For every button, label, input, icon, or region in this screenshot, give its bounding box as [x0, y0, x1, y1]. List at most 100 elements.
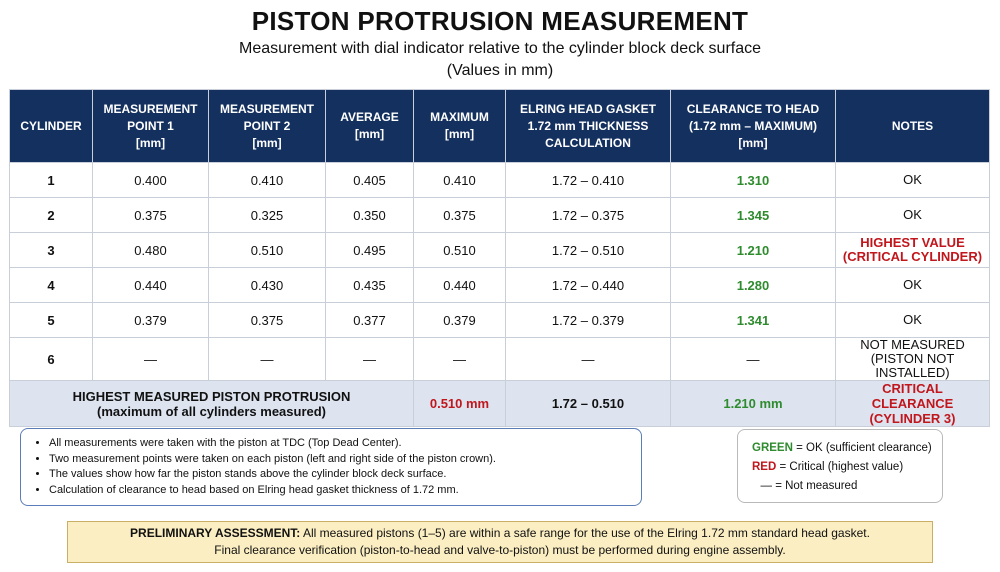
notes-cell: OK	[835, 267, 990, 303]
maximum-cell: 0.440	[413, 267, 506, 303]
clearance-cell: 1.280	[670, 267, 836, 303]
clearance-cell: —	[670, 337, 836, 381]
assessment-text1: All measured pistons (1–5) are within a …	[300, 526, 870, 540]
calculation-cell: 1.72 – 0.510	[505, 232, 671, 268]
legend-dash-text: = Not measured	[772, 480, 858, 492]
column-header-line: MEASUREMENT	[103, 101, 198, 116]
summary-label-line1: HIGHEST MEASURED PISTON PROTRUSION	[72, 388, 351, 404]
legend-red: RED = Critical (highest value)	[752, 458, 942, 477]
point1-cell: 0.480	[92, 232, 209, 268]
point2-cell: 0.325	[208, 197, 326, 233]
assessment-line2: Final clearance verification (piston-to-…	[214, 543, 786, 557]
column-header-line: MAXIMUM	[430, 110, 489, 124]
summary-note: CRITICAL CLEARANCE (CYLINDER 3)	[835, 380, 990, 427]
calculation-cell: —	[505, 337, 671, 381]
column-header-line: AVERAGE	[340, 110, 399, 124]
table-row: 2 0.375 0.325 0.350 0.375 1.72 – 0.375 1.345 OK	[9, 197, 990, 233]
notes-cell: OK	[835, 197, 990, 233]
note-line: OK	[903, 312, 922, 327]
point1-cell: —	[92, 337, 209, 381]
assessment-label: PRELIMINARY ASSESSMENT:	[130, 526, 301, 540]
cylinder-cell: 4	[9, 267, 93, 303]
clearance-cell: 1.310	[670, 162, 836, 198]
average-cell: 0.350	[325, 197, 414, 233]
notes-list: All measurements were taken with the pis…	[35, 436, 631, 498]
average-cell: —	[325, 337, 414, 381]
column-header-line: [mm]	[252, 135, 282, 150]
column-header-line: ELRING HEAD GASKET	[519, 101, 656, 116]
summary-clearance: 1.210 mm	[670, 380, 836, 427]
calculation-cell: 1.72 – 0.375	[505, 197, 671, 233]
legend-dash-key: —	[760, 480, 773, 492]
note-line: NOT MEASURED	[860, 337, 965, 352]
notes-cell: HIGHEST VALUE (CRITICAL CYLINDER)	[835, 232, 990, 268]
cylinder-cell: 2	[9, 197, 93, 233]
average-cell: 0.435	[325, 267, 414, 303]
point2-cell: —	[208, 337, 326, 381]
note-item: Two measurement points were taken on eac…	[49, 452, 631, 468]
summary-note-line1: CRITICAL CLEARANCE	[871, 381, 954, 411]
page-title: PISTON PROTRUSION MEASUREMENT	[251, 6, 749, 36]
clearance-cell: 1.341	[670, 302, 836, 338]
note-item: Calculation of clearance to head based o…	[49, 483, 631, 499]
column-header: MAXIMUM [mm]	[413, 89, 506, 163]
point2-cell: 0.510	[208, 232, 326, 268]
average-cell: 0.495	[325, 232, 414, 268]
legend-red-text: = Critical (highest value)	[776, 461, 904, 473]
point2-cell: 0.410	[208, 162, 326, 198]
point1-cell: 0.375	[92, 197, 209, 233]
column-header-line: CALCULATION	[545, 135, 631, 150]
table-header-row: CYLINDER MEASUREMENT POINT 1 [mm] MEASUREMEN…	[9, 89, 990, 163]
column-header: CLEARANCE TO HEAD (1.72 mm – MAXIMUM) [mm]	[670, 89, 836, 163]
column-header: NOTES	[835, 89, 990, 163]
table-row: 4 0.440 0.430 0.435 0.440 1.72 – 0.440 1.280 OK	[9, 267, 990, 303]
calculation-cell: 1.72 – 0.410	[505, 162, 671, 198]
maximum-cell: 0.510	[413, 232, 506, 268]
table-row: 5 0.379 0.375 0.377 0.379 1.72 – 0.379 1.341 OK	[9, 302, 990, 338]
column-header-line: MEASUREMENT	[219, 101, 314, 116]
point1-cell: 0.400	[92, 162, 209, 198]
preliminary-assessment: PRELIMINARY ASSESSMENT: All measured pis…	[67, 521, 933, 563]
color-legend: GREEN = OK (sufficient clearance) RED = …	[737, 429, 943, 503]
point2-cell: 0.375	[208, 302, 326, 338]
column-header-line: NOTES	[891, 118, 934, 133]
note-item: The values show how far the piston stand…	[49, 467, 631, 483]
table-row: 1 0.400 0.410 0.405 0.410 1.72 – 0.410 1.310 OK	[9, 162, 990, 198]
column-header-line: CLEARANCE TO HEAD	[686, 101, 820, 116]
legend-red-key: RED	[752, 461, 777, 473]
point1-cell: 0.440	[92, 267, 209, 303]
note-line: HIGHEST VALUE	[860, 235, 965, 250]
summary-label: HIGHEST MEASURED PISTON PROTRUSION (maxi…	[9, 380, 414, 427]
note-line: (CRITICAL CYLINDER)	[842, 249, 983, 264]
calculation-cell: 1.72 – 0.440	[505, 267, 671, 303]
column-header-line: [mm]	[135, 135, 166, 150]
column-header: MEASUREMENT POINT 1 [mm]	[92, 89, 209, 163]
note-line: OK	[903, 172, 922, 187]
point1-cell: 0.379	[92, 302, 209, 338]
legend-green: GREEN = OK (sufficient clearance)	[752, 439, 942, 458]
summary-row: HIGHEST MEASURED PISTON PROTRUSION (maxi…	[9, 380, 990, 427]
notes-cell: NOT MEASURED (PISTON NOT INSTALLED)	[835, 337, 990, 381]
legend-dash: — = Not measured	[752, 477, 942, 496]
page-subtitle: Measurement with dial indicator relative…	[238, 40, 762, 57]
summary-label-line2: (maximum of all cylinders measured)	[96, 403, 327, 419]
cylinder-cell: 3	[9, 232, 93, 268]
note-line: OK	[903, 207, 922, 222]
note-line: OK	[903, 277, 922, 292]
note-item: All measurements were taken with the pis…	[49, 436, 631, 452]
clearance-cell: 1.345	[670, 197, 836, 233]
assessment-line1: PRELIMINARY ASSESSMENT: All measured pis…	[68, 525, 932, 542]
point2-cell: 0.430	[208, 267, 326, 303]
note-line: (PISTON NOT INSTALLED)	[870, 351, 955, 380]
column-header: MEASUREMENT POINT 2 [mm]	[208, 89, 326, 163]
column-header-line: [mm]	[444, 127, 475, 141]
maximum-cell: 0.375	[413, 197, 506, 233]
cylinder-cell: 1	[9, 162, 93, 198]
units-note: (Values in mm)	[446, 62, 554, 79]
average-cell: 0.405	[325, 162, 414, 198]
column-header-line: POINT 1	[127, 118, 174, 133]
calculation-cell: 1.72 – 0.379	[505, 302, 671, 338]
measurement-notes-box: All measurements were taken with the pis…	[20, 428, 642, 506]
column-header-line: CYLINDER	[20, 118, 82, 133]
table-row: 3 0.480 0.510 0.495 0.510 1.72 – 0.510 1.210 HI…	[9, 232, 990, 268]
